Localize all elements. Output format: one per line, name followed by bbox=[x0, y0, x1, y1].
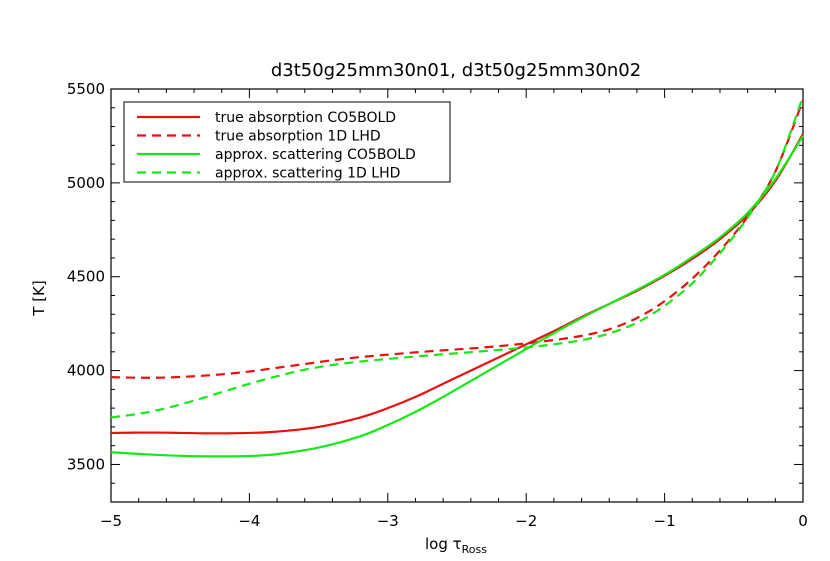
x-axis-label: log τRoss bbox=[425, 535, 487, 556]
y-tick-label: 4500 bbox=[67, 268, 105, 286]
x-tick-label: −5 bbox=[100, 512, 122, 530]
legend-label: true absorption 1D LHD bbox=[215, 129, 381, 145]
y-tick-label: 5000 bbox=[67, 174, 105, 192]
legend-label: approx. scattering 1D LHD bbox=[215, 166, 400, 182]
y-axis: 3500 4000 4500 5000 5500 bbox=[67, 80, 803, 503]
legend: true absorption CO5BOLD true absorption 1… bbox=[123, 101, 451, 183]
y-tick-label: 3500 bbox=[67, 455, 105, 473]
y-axis-label: T [K] bbox=[30, 280, 48, 316]
x-tick-label: −3 bbox=[377, 512, 399, 530]
chart-title: d3t50g25mm30n01, d3t50g25mm30n02 bbox=[271, 60, 641, 81]
legend-label: approx. scattering CO5BOLD bbox=[215, 147, 416, 163]
legend-label: true absorption CO5BOLD bbox=[215, 110, 396, 126]
series-line-approx-scattering-co5bold bbox=[110, 135, 804, 458]
x-axis-label-subscript: Ross bbox=[462, 543, 488, 556]
series-layer bbox=[110, 96, 805, 458]
series-line-approx-scattering-1d-lhd bbox=[110, 96, 805, 419]
y-tick-label: 5500 bbox=[67, 80, 105, 98]
x-tick-label: −4 bbox=[238, 512, 260, 530]
x-tick-label: −2 bbox=[515, 512, 537, 530]
y-tick-label: 4000 bbox=[67, 362, 105, 380]
x-tick-label: 0 bbox=[798, 512, 808, 530]
series-line-true-absorption-co5bold bbox=[110, 133, 804, 435]
series-line-true-absorption-1d-lhd bbox=[110, 99, 805, 379]
x-tick-label: −1 bbox=[654, 512, 676, 530]
x-axis: −5 −4 −3 −2 −1 0 bbox=[100, 89, 808, 530]
legend-box bbox=[123, 101, 451, 183]
